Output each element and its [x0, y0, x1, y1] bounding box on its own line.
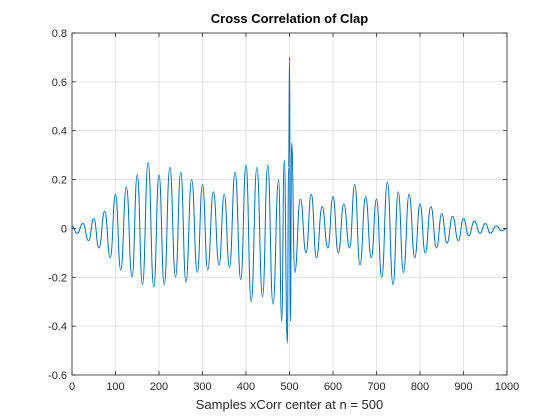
- y-tick-label: 0.4: [52, 126, 67, 138]
- x-tick-label: 800: [411, 381, 429, 393]
- x-tick-label: 700: [367, 381, 385, 393]
- y-tick-label: -0.4: [48, 321, 67, 333]
- x-tick-label: 300: [193, 381, 211, 393]
- x-tick-labels: 0 100 200 300 400 500 600 700 800 900 1000: [69, 381, 519, 393]
- x-tick-label: 0: [69, 381, 75, 393]
- x-tick-label: 400: [237, 381, 255, 393]
- y-tick-label: 0.2: [52, 175, 67, 187]
- x-axis-label: Samples xCorr center at n = 500: [196, 397, 384, 412]
- ticks: [71, 32, 508, 376]
- y-tick-label: 0: [61, 223, 67, 235]
- y-tick-label: -0.6: [48, 370, 67, 382]
- x-tick-label: 1000: [495, 381, 519, 393]
- y-tick-label: 0.6: [52, 77, 67, 89]
- x-tick-label: 600: [324, 381, 342, 393]
- y-tick-label: -0.2: [48, 272, 67, 284]
- chart-title: Cross Correlation of Clap: [211, 11, 369, 26]
- x-tick-label: 900: [454, 381, 472, 393]
- y-tick-label: 0.8: [52, 28, 67, 40]
- x-tick-label: 500: [280, 381, 298, 393]
- y-tick-labels: -0.6 -0.4 -0.2 0 0.2 0.4 0.6 0.8: [48, 28, 67, 382]
- x-tick-label: 200: [150, 381, 168, 393]
- series-line: [71, 56, 508, 344]
- x-tick-label: 100: [106, 381, 124, 393]
